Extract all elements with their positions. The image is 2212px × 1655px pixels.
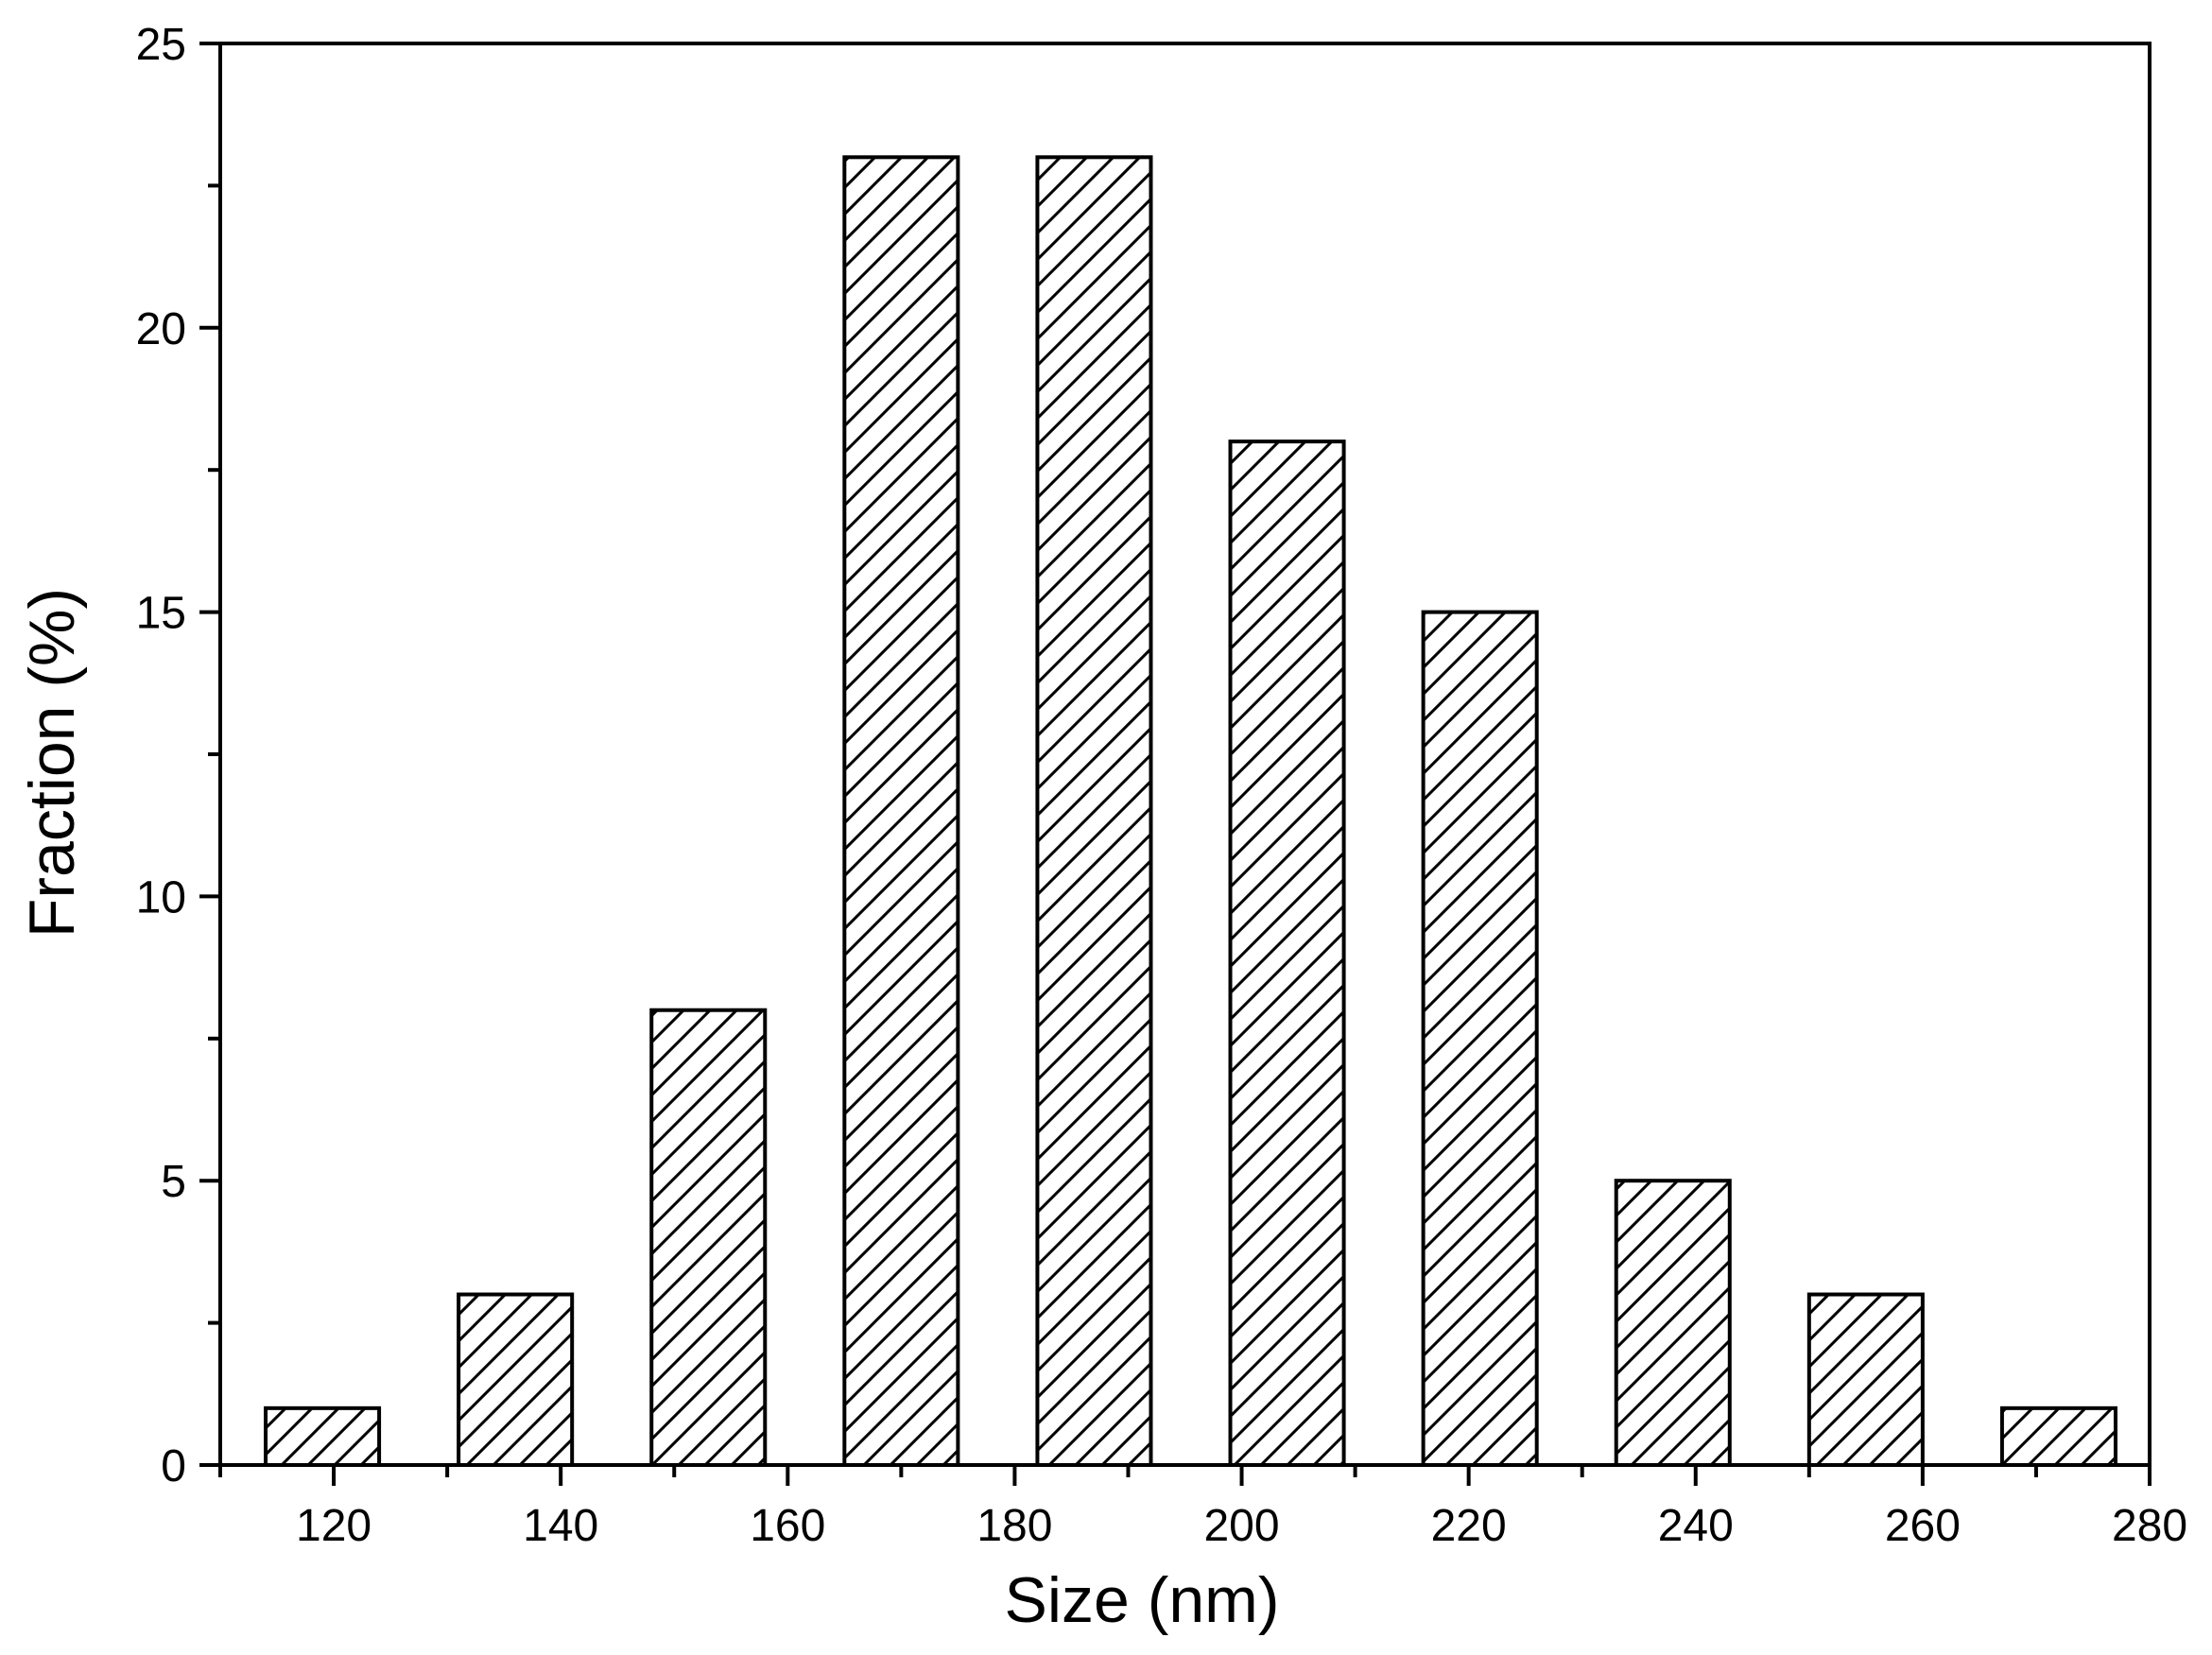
y-axis-title: Fraction (%): [16, 588, 88, 938]
x-axis-title: Size (nm): [1005, 1564, 1280, 1636]
bar-170: [842, 155, 960, 1468]
bar-255: [1806, 1292, 1925, 1468]
x-tick-label: 140: [523, 1501, 598, 1551]
x-tick-label: 280: [2112, 1501, 2187, 1551]
y-tick-label: 0: [161, 1441, 186, 1491]
bar-272: [1999, 1405, 2117, 1467]
x-tick-label: 260: [1885, 1501, 1961, 1551]
x-tick-label: 220: [1431, 1501, 1507, 1551]
bar-119: [264, 1405, 382, 1467]
plot-frame: [218, 42, 2152, 1467]
x-tick-label: 180: [976, 1501, 1052, 1551]
y-axis-ticks: 0 5 10 15 20 25: [136, 20, 220, 1491]
y-tick-label: 10: [136, 872, 186, 922]
x-axis-ticks: 120 140 160 180 200 220 240 260 280: [218, 1465, 2187, 1551]
y-tick-label: 5: [161, 1157, 186, 1207]
bar-238: [1614, 1179, 1732, 1467]
x-tick-label: 120: [296, 1501, 372, 1551]
x-tick-label: 200: [1203, 1501, 1279, 1551]
y-tick-label: 15: [136, 589, 186, 639]
y-tick-label: 20: [136, 304, 186, 354]
x-tick-label: 160: [750, 1501, 825, 1551]
bar-136: [457, 1292, 575, 1468]
plot-border: [218, 42, 2152, 1467]
y-tick-label: 25: [136, 20, 186, 70]
bar-221: [1421, 610, 1539, 1467]
x-tick-label: 240: [1658, 1501, 1734, 1551]
bar-204: [1228, 440, 1346, 1467]
bars-group: [264, 155, 2117, 1468]
bar-153: [649, 1008, 768, 1467]
bar-187: [1035, 155, 1153, 1468]
